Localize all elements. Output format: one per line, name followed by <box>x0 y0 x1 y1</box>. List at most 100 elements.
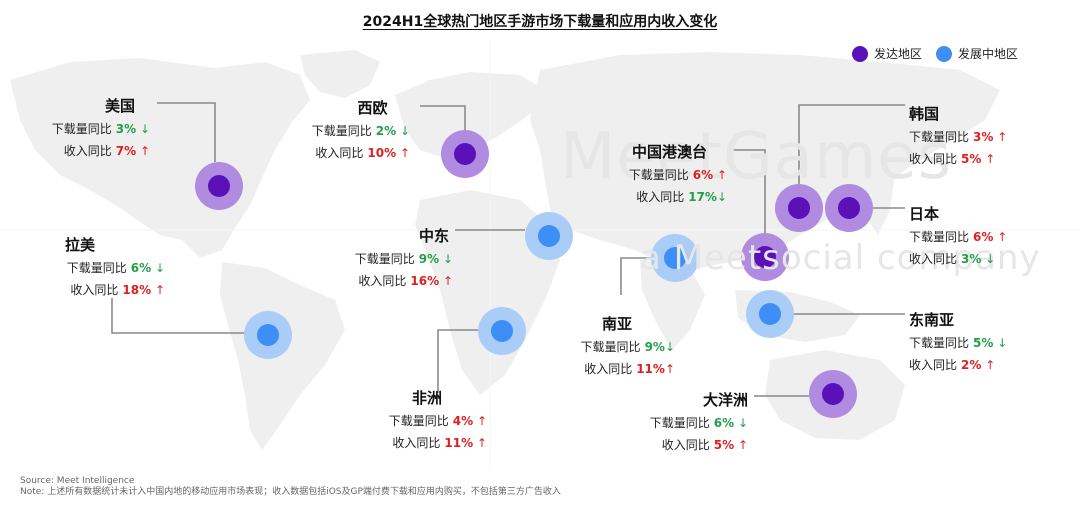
region-label-oce: 大洋洲 下载量同比 6% ↓ 收入同比 5% ↑ <box>628 388 748 456</box>
chart-title: 2024H1全球热门地区手游市场下载量和应用内收入变化 <box>362 14 718 30</box>
region-name: 中国港澳台 <box>632 143 708 161</box>
revenue-arrow: ↑ <box>737 438 748 452</box>
legend-label-developing: 发展中地区 <box>958 47 1019 61</box>
continent-south-america <box>220 262 345 450</box>
revenue-arrow: ↓ <box>716 190 727 204</box>
legend-label-developed: 发达地区 <box>874 47 923 61</box>
leader-lines <box>111 102 905 397</box>
revenue-row: 收入同比 5% ↑ <box>909 148 1039 170</box>
revenue-value: 17% <box>688 190 717 204</box>
download-arrow: ↓ <box>737 416 748 430</box>
revenue-row: 收入同比 11%↑ <box>560 358 675 380</box>
revenue-arrow: ↓ <box>985 252 996 266</box>
region-name: 西欧 <box>357 99 388 117</box>
continent-africa <box>415 190 560 395</box>
marker-latam <box>244 311 292 359</box>
region-label-us: 美国 下载量同比 3% ↓ 收入同比 7% ↑ <box>40 94 150 162</box>
download-value: 6% <box>692 168 714 182</box>
leader-line-kr <box>798 104 905 185</box>
marker-me <box>525 212 573 260</box>
revenue-row: 收入同比 18% ↑ <box>50 279 165 301</box>
download-label: 下载量同比 <box>66 261 127 275</box>
leader-line-hmt <box>728 149 766 234</box>
legend-item-developed: 发达地区 <box>852 45 922 62</box>
legend-item-developing: 发展中地区 <box>936 45 1018 62</box>
continent-india <box>640 260 705 350</box>
region-label-weu: 西欧 下载量同比 2% ↓ 收入同比 10% ↑ <box>295 96 410 164</box>
download-value: 3% <box>115 122 137 136</box>
marker-africa <box>478 307 526 355</box>
download-arrow: ↓ <box>154 261 165 275</box>
download-arrow: ↓ <box>139 122 150 136</box>
download-row: 下载量同比 4% ↑ <box>372 410 487 432</box>
revenue-value: 10% <box>367 146 397 160</box>
continent-north-america <box>10 58 310 258</box>
download-row: 下载量同比 3% ↓ <box>40 118 150 140</box>
download-value: 3% <box>973 130 994 144</box>
download-arrow: ↓ <box>399 124 410 138</box>
region-name: 韩国 <box>909 105 940 123</box>
region-label-africa: 非洲 下载量同比 4% ↑ 收入同比 11% ↑ <box>372 386 487 454</box>
revenue-row: 收入同比 17%↓ <box>612 186 727 208</box>
revenue-value: 2% <box>961 358 982 372</box>
revenue-value: 3% <box>961 252 982 266</box>
region-label-latam: 拉美 下载量同比 6% ↓ 收入同比 18% ↑ <box>50 233 165 301</box>
download-label: 下载量同比 <box>628 168 689 182</box>
region-name: 东南亚 <box>909 311 955 329</box>
revenue-value: 11% <box>636 362 665 376</box>
revenue-row: 收入同比 10% ↑ <box>295 142 410 164</box>
revenue-label: 收入同比 <box>358 274 407 288</box>
revenue-row: 收入同比 5% ↑ <box>628 434 748 456</box>
revenue-arrow: ↑ <box>476 436 487 450</box>
marker-sea <box>746 290 794 338</box>
download-row: 下载量同比 5% ↓ <box>909 332 1039 354</box>
download-label: 下载量同比 <box>909 130 970 144</box>
download-value: 5% <box>973 336 994 350</box>
continent-greenland <box>300 50 380 98</box>
revenue-arrow: ↑ <box>139 144 150 158</box>
download-arrow: ↑ <box>476 414 487 428</box>
download-arrow: ↑ <box>716 168 727 182</box>
continent-europe <box>395 72 545 158</box>
leader-line-africa <box>437 329 478 393</box>
download-label: 下载量同比 <box>580 340 641 354</box>
revenue-label: 收入同比 <box>909 152 958 166</box>
region-name: 拉美 <box>65 236 96 254</box>
footer-source: Source: Meet Intelligence <box>20 476 135 486</box>
legend: 发达地区 发展中地区 <box>852 45 1032 62</box>
revenue-label: 收入同比 <box>661 438 710 452</box>
download-row: 下载量同比 6% ↑ <box>909 226 1039 248</box>
marker-us <box>195 162 243 210</box>
revenue-row: 收入同比 7% ↑ <box>40 140 150 162</box>
download-label: 下载量同比 <box>649 416 710 430</box>
revenue-label: 收入同比 <box>584 362 633 376</box>
revenue-label: 收入同比 <box>392 436 441 450</box>
download-value: 9% <box>418 252 440 266</box>
region-name: 日本 <box>909 205 940 223</box>
region-name: 南亚 <box>602 315 633 333</box>
download-label: 下载量同比 <box>388 414 449 428</box>
revenue-arrow: ↑ <box>664 362 675 376</box>
revenue-arrow: ↑ <box>985 358 996 372</box>
marker-kr <box>775 184 823 232</box>
continents <box>10 50 1000 450</box>
revenue-row: 收入同比 11% ↑ <box>372 432 487 454</box>
revenue-label: 收入同比 <box>909 358 958 372</box>
revenue-arrow: ↑ <box>442 274 453 288</box>
download-row: 下载量同比 6% ↓ <box>628 412 748 434</box>
marker-sa <box>651 234 699 282</box>
download-value: 2% <box>375 124 397 138</box>
marker-hmt <box>741 233 789 281</box>
download-arrow: ↓ <box>997 336 1008 350</box>
region-label-sea: 东南亚 下载量同比 5% ↓ 收入同比 2% ↑ <box>909 308 1039 376</box>
region-label-me: 中东 下载量同比 9% ↓ 收入同比 16% ↑ <box>338 224 453 292</box>
revenue-row: 收入同比 2% ↑ <box>909 354 1039 376</box>
revenue-row: 收入同比 3% ↓ <box>909 248 1039 270</box>
region-label-hmt: 中国港澳台 下载量同比 6% ↑ 收入同比 17%↓ <box>612 140 727 208</box>
revenue-arrow: ↑ <box>985 152 996 166</box>
revenue-arrow: ↑ <box>399 146 410 160</box>
leader-line-us <box>157 102 216 162</box>
revenue-label: 收入同比 <box>315 146 364 160</box>
revenue-value: 7% <box>115 144 137 158</box>
